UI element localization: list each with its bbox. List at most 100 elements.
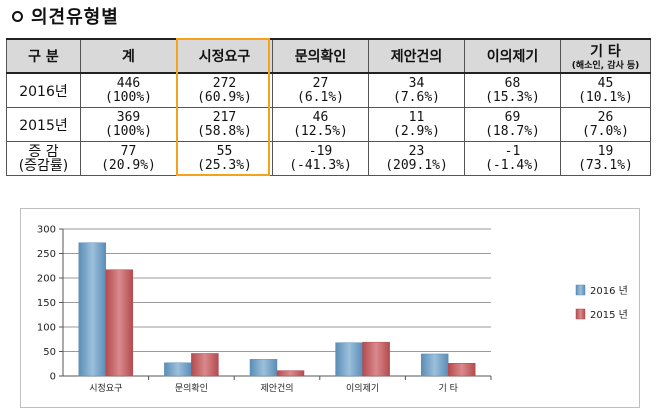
- y-tick-label: 300: [37, 225, 56, 236]
- header-other-label: 기 타: [590, 44, 621, 60]
- y-tick-label: 50: [43, 347, 56, 358]
- cell-count: 55: [216, 143, 233, 159]
- x-category-label: 문의확인: [175, 382, 208, 394]
- table-cell: -19 (-41.3%): [272, 141, 369, 176]
- cell-count: 46: [312, 109, 329, 125]
- legend-label: 2015 년: [590, 309, 628, 321]
- header-total: 계: [80, 38, 177, 74]
- x-category-label: 이의제기: [346, 383, 379, 394]
- cell-percent: (15.3%): [485, 89, 540, 105]
- cell-percent: (6.1%): [297, 89, 344, 105]
- y-tick-label: 0: [50, 372, 56, 383]
- cell-count: 272: [212, 75, 237, 91]
- table-cell: 46 (12.5%): [272, 107, 369, 143]
- table-cell: 69 (18.7%): [464, 107, 561, 143]
- cell-percent: (7.0%): [582, 123, 629, 139]
- row-label-line: 증 감: [28, 143, 59, 160]
- cell-count: 34: [408, 75, 425, 91]
- cell-percent: (73.1%): [578, 157, 633, 173]
- cell-count: 446: [116, 75, 141, 91]
- opinion-type-table: 구 분 계 시정요구 문의확인 제안건의 이의제기 기 타 (해소인, 감사 등…: [6, 38, 651, 176]
- table-cell: 26 (7.0%): [560, 107, 651, 143]
- header-objection: 이의제기: [464, 38, 561, 74]
- chart-frame: 0 50 100 150 200 250 300 시정요구 문의확인 제안건의 이의제기 기 타 201…: [20, 208, 640, 408]
- table-cell: 19 (73.1%): [560, 141, 651, 176]
- cell-count: 27: [312, 75, 329, 91]
- row-label: 증 감 (증감률): [6, 141, 81, 176]
- row-label-line: (증감률): [18, 157, 69, 174]
- x-category-label: 제안건의: [260, 383, 293, 394]
- bar-chart: 0 50 100 150 200 250 300 시정요구 문의확인 제안건의 이의제기 기 타 201…: [37, 225, 628, 395]
- table-cell: 77 (20.9%): [80, 141, 177, 176]
- bar-series2: [276, 370, 305, 377]
- y-tick-label: 200: [37, 274, 56, 285]
- header-correction-request: 시정요구: [176, 38, 273, 74]
- row-label: 2015년: [6, 107, 81, 143]
- cell-count: -19: [308, 143, 333, 159]
- table-cell: 68 (15.3%): [464, 72, 561, 109]
- x-category-label: 시정요구: [89, 383, 122, 394]
- cell-count: -1: [504, 143, 521, 159]
- bar-series1: [249, 359, 278, 377]
- table-cell: 34 (7.6%): [368, 72, 465, 109]
- legend-swatch: [575, 284, 586, 296]
- table-row: 2015년 369 (100%) 217 (58.8%) 46 (12.5%) 11 (2.9%…: [6, 107, 651, 143]
- bar-series2: [362, 341, 390, 377]
- cell-count: 68: [504, 75, 521, 91]
- legend-label: 2016 년: [590, 285, 628, 297]
- table-row: 증 감 (증감률) 77 (20.9%) 55 (25.3%) -19 (-41.3%) 23(…: [6, 141, 651, 176]
- table-row: 2016년 446 (100%) 272 (60.9%) 27 (6.1%) 34 (7.6%)…: [6, 72, 651, 109]
- cell-count: 69: [504, 109, 521, 125]
- bar-series1: [78, 242, 107, 377]
- header-inquiry: 문의확인: [272, 38, 369, 74]
- cell-count: 217: [212, 109, 237, 125]
- bar-series1: [335, 342, 363, 377]
- legend-swatch: [575, 308, 586, 320]
- bar-series2: [447, 363, 476, 377]
- table-header-row: 구 분 계 시정요구 문의확인 제안건의 이의제기 기 타 (해소인, 감사 등…: [6, 38, 651, 74]
- y-tick-label: 150: [37, 298, 56, 309]
- cell-count: 11: [408, 109, 425, 125]
- header-suggestion: 제안건의: [368, 38, 465, 74]
- table-cell: 45 (10.1%): [560, 72, 651, 109]
- table-cell: 11 (2.9%): [368, 107, 465, 143]
- table-cell: 55 (25.3%): [176, 141, 273, 176]
- table-cell: -1 (-1.4%): [464, 141, 561, 176]
- cell-percent: (-1.4%): [485, 157, 540, 173]
- cell-percent: (25.3%): [197, 157, 252, 173]
- cell-percent: (100%): [105, 89, 152, 105]
- cell-percent: (60.9%): [197, 89, 252, 105]
- cell-count: 369: [116, 109, 141, 125]
- table-cell: 369 (100%): [80, 107, 177, 143]
- section-title: 의견유형별: [12, 2, 119, 30]
- bar-series1: [420, 353, 449, 377]
- cell-count: 26: [597, 109, 614, 125]
- header-other-note: (해소인, 감사 등): [571, 61, 640, 71]
- bar-series2: [191, 353, 219, 377]
- header-other: 기 타 (해소인, 감사 등): [560, 38, 651, 74]
- y-tick-label: 250: [37, 249, 56, 260]
- cell-percent: (10.1%): [578, 89, 633, 105]
- bar-series1: [164, 362, 192, 377]
- table-cell: 23 (209.1%): [368, 141, 465, 176]
- cell-count: 23: [408, 143, 425, 159]
- section-title-text: 의견유형별: [31, 7, 119, 28]
- cell-percent: (-41.3%): [289, 157, 352, 173]
- table-cell: 27 (6.1%): [272, 72, 369, 109]
- header-category: 구 분: [6, 38, 81, 74]
- cell-percent: (209.1%): [385, 157, 448, 173]
- bar-series2: [105, 269, 134, 377]
- table-cell: 272 (60.9%): [176, 72, 273, 109]
- x-category-label: 기 타: [438, 383, 458, 394]
- table-cell: 217 (58.8%): [176, 107, 273, 143]
- cell-percent: (20.9%): [101, 157, 156, 173]
- cell-percent: (12.5%): [293, 123, 348, 139]
- cell-count: 77: [120, 143, 137, 159]
- cell-count: 19: [597, 143, 614, 159]
- y-tick-label: 100: [37, 323, 56, 334]
- cell-percent: (100%): [105, 123, 152, 139]
- cell-percent: (7.6%): [393, 89, 440, 105]
- cell-percent: (2.9%): [393, 123, 440, 139]
- cell-count: 45: [597, 75, 614, 91]
- row-label: 2016년: [6, 72, 81, 109]
